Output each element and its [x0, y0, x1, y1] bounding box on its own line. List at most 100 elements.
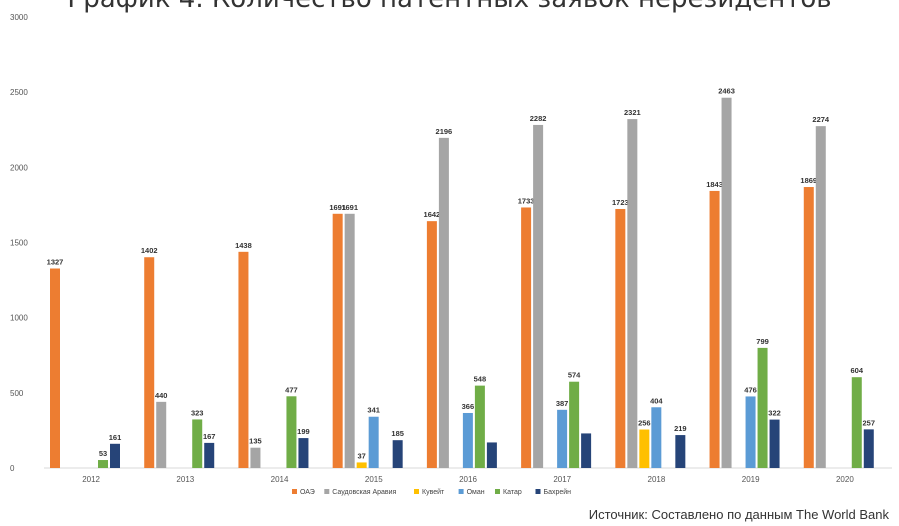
data-label: 366: [462, 402, 475, 411]
bar-Саудовская Аравия: [627, 119, 638, 469]
bar-Оман: [368, 416, 379, 468]
bar-Катар: [569, 381, 580, 468]
bar-Саудовская Аравия: [815, 126, 826, 468]
legend-swatch: [414, 489, 419, 494]
bar-Бахрейн: [581, 433, 592, 468]
chart-title: График 4. Количество патентных заявок не…: [0, 0, 899, 14]
data-label: 1438: [235, 241, 252, 250]
bar-Бахрейн: [863, 429, 874, 468]
bar-Саудовская Аравия: [156, 401, 167, 468]
legend-label: Катар: [503, 489, 522, 496]
bar-Катар: [474, 385, 485, 468]
data-label: 574: [568, 371, 581, 380]
bar-Бахрейн: [110, 443, 120, 468]
bar-Бахрейн: [675, 435, 686, 468]
data-label: 799: [756, 337, 769, 346]
data-label: 185: [391, 429, 404, 438]
y-tick-label: 500: [10, 389, 24, 398]
data-label: 199: [297, 427, 310, 436]
x-tick-label: 2018: [648, 475, 666, 484]
y-tick-label: 1000: [10, 314, 28, 323]
legend-label: Кувейт: [422, 488, 445, 496]
data-label: 2463: [718, 87, 735, 96]
data-label: 135: [249, 437, 262, 446]
bar-ОАЭ: [50, 268, 60, 468]
data-label: 322: [768, 409, 781, 418]
data-label: 1642: [424, 210, 441, 219]
bar-ОАЭ: [709, 190, 720, 468]
data-label: 1843: [706, 180, 723, 189]
bar-Саудовская Аравия: [438, 137, 449, 469]
bar-Катар: [757, 347, 768, 468]
y-tick-label: 2000: [10, 163, 28, 172]
bar-ОАЭ: [521, 207, 532, 468]
x-tick-label: 2017: [553, 475, 571, 484]
bar-Оман: [462, 412, 473, 468]
bar-Катар: [286, 396, 297, 468]
bar-Оман: [745, 396, 756, 468]
source-note: Источник: Составлено по данным The World…: [588, 507, 889, 522]
data-label: 1723: [612, 198, 629, 207]
legend-swatch: [292, 489, 297, 494]
bar-Катар: [851, 377, 862, 468]
x-tick-label: 2013: [176, 475, 194, 484]
bar-Саудовская Аравия: [533, 124, 544, 468]
x-tick-label: 2020: [836, 475, 854, 484]
legend-swatch: [324, 489, 330, 494]
data-label: 1327: [47, 258, 64, 267]
legend-swatch: [535, 489, 541, 494]
data-label: 477: [285, 385, 298, 394]
data-label: 476: [744, 385, 757, 394]
data-label: 53: [99, 449, 107, 458]
data-label: 167: [203, 432, 216, 441]
y-tick-label: 3000: [10, 13, 28, 22]
data-label: 404: [650, 396, 663, 405]
legend-label: Саудовская Аравия: [332, 489, 396, 496]
data-label: 440: [155, 391, 168, 400]
bar-ОАЭ: [803, 187, 814, 469]
x-tick-label: 2012: [82, 475, 100, 484]
bar-Бахрейн: [204, 442, 215, 468]
bar-Оман: [651, 407, 662, 468]
bar-ОАЭ: [615, 208, 626, 469]
bar-Саудовская Аравия: [721, 97, 732, 468]
bar-Бахрейн: [298, 438, 309, 468]
bar-ОАЭ: [426, 221, 437, 468]
x-tick-label: 2015: [365, 475, 383, 484]
x-tick-label: 2016: [459, 475, 477, 484]
bar-Саудовская Аравия: [250, 447, 261, 468]
y-tick-label: 1500: [10, 239, 28, 248]
bar-Кувейт: [639, 429, 650, 468]
bar-Бахрейн: [486, 442, 497, 468]
data-label: 161: [109, 433, 122, 442]
bar-Бахрейн: [769, 419, 780, 468]
legend-swatch: [458, 489, 464, 494]
data-label: 323: [191, 408, 204, 417]
bar-Оман: [557, 409, 568, 468]
data-label: 604: [851, 366, 864, 375]
data-label: 257: [863, 418, 876, 427]
x-tick-label: 2014: [271, 475, 289, 484]
data-label: 1869: [800, 176, 817, 185]
bar-Кувейт: [356, 462, 367, 468]
legend-swatch: [495, 489, 500, 494]
data-label: 387: [556, 399, 569, 408]
legend-label: Бахрейн: [544, 488, 572, 496]
data-label: 1691: [341, 203, 358, 212]
data-label: 2282: [530, 114, 547, 123]
legend-label: ОАЭ: [300, 489, 315, 496]
bar-Бахрейн: [392, 440, 403, 468]
data-label: 256: [638, 419, 651, 428]
y-tick-label: 2500: [10, 88, 28, 97]
bar-Катар: [98, 460, 108, 468]
data-label: 2321: [624, 108, 641, 117]
data-label: 1733: [518, 196, 535, 205]
bar-ОАЭ: [238, 251, 249, 468]
bar-ОАЭ: [332, 213, 343, 468]
data-label: 548: [474, 375, 487, 384]
data-label: 2196: [436, 127, 453, 136]
bar-ОАЭ: [144, 257, 155, 468]
data-label: 341: [367, 406, 380, 415]
data-label: 1402: [141, 246, 158, 255]
